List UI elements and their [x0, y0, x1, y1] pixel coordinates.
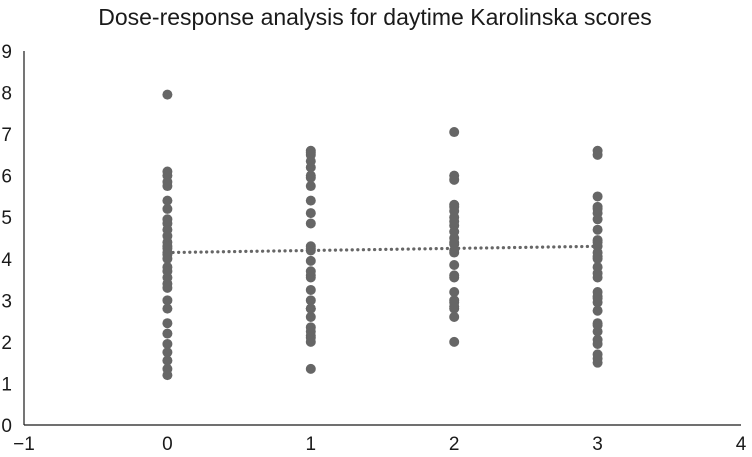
data-points — [162, 89, 603, 381]
data-point — [449, 201, 460, 212]
data-point — [305, 208, 316, 219]
data-point — [162, 195, 173, 206]
data-point — [305, 172, 316, 183]
data-point — [162, 272, 173, 283]
data-point — [305, 147, 316, 158]
data-point — [162, 318, 173, 329]
data-point — [592, 214, 603, 225]
data-point — [592, 320, 603, 331]
x-tick-label: 1 — [306, 434, 317, 455]
data-point — [449, 336, 460, 347]
data-point — [592, 203, 603, 214]
data-point — [592, 291, 603, 302]
y-tick-labels: 0 1 2 3 4 5 6 7 8 9 — [1, 42, 12, 437]
y-tick-label: 9 — [1, 42, 12, 63]
data-point — [305, 181, 316, 192]
x-tick-label: 2 — [449, 434, 460, 455]
data-point — [592, 149, 603, 160]
data-point — [162, 218, 173, 229]
data-point — [449, 237, 460, 248]
data-point — [162, 241, 173, 252]
data-point — [162, 203, 173, 214]
y-tick-label: 5 — [1, 208, 12, 229]
data-point — [592, 235, 603, 246]
data-point — [162, 355, 173, 366]
data-point — [449, 216, 460, 227]
data-point — [162, 370, 173, 381]
data-point — [305, 332, 316, 343]
data-point — [592, 224, 603, 235]
x-tick-labels: −1 0 1 2 3 4 — [13, 434, 747, 455]
data-point — [449, 270, 460, 281]
data-point — [162, 347, 173, 358]
trendline — [165, 244, 600, 255]
data-point — [592, 357, 603, 368]
data-point — [305, 195, 316, 206]
data-point — [162, 181, 173, 192]
data-point — [449, 174, 460, 185]
data-point — [592, 268, 603, 279]
chart-title: Dose-response analysis for daytime Karol… — [98, 4, 652, 30]
y-tick-label: 6 — [1, 167, 12, 188]
data-point — [305, 284, 316, 295]
y-tick-label: 4 — [1, 250, 12, 271]
data-point — [162, 282, 173, 293]
data-point — [449, 311, 460, 322]
data-point — [305, 255, 316, 266]
x-tick-label: 3 — [592, 434, 603, 455]
data-point — [592, 305, 603, 316]
data-point — [592, 338, 603, 349]
data-point — [305, 218, 316, 229]
data-point — [162, 328, 173, 339]
data-point — [449, 260, 460, 271]
data-point — [449, 287, 460, 298]
data-point — [592, 191, 603, 202]
data-point — [162, 303, 173, 314]
y-tick-label: 1 — [1, 374, 12, 395]
x-tick-label: 0 — [162, 434, 173, 455]
data-point — [162, 295, 173, 306]
data-point — [305, 311, 316, 322]
data-point — [449, 301, 460, 312]
y-tick-label: 8 — [1, 84, 12, 105]
data-point — [305, 162, 316, 173]
data-point — [449, 245, 460, 256]
y-tick-label: 7 — [1, 125, 12, 146]
trendline-layer — [165, 244, 600, 255]
data-point — [162, 89, 173, 100]
data-point — [162, 338, 173, 349]
data-point — [305, 243, 316, 254]
x-tick-label: 4 — [736, 434, 747, 455]
data-point — [449, 127, 460, 138]
y-tick-label: 0 — [1, 416, 12, 437]
data-point — [305, 270, 316, 281]
data-point — [592, 251, 603, 262]
data-point — [305, 363, 316, 374]
y-tick-label: 3 — [1, 291, 12, 312]
data-point — [305, 303, 316, 314]
data-point — [305, 295, 316, 306]
y-tick-label: 2 — [1, 333, 12, 354]
x-tick-label: −1 — [13, 434, 35, 455]
